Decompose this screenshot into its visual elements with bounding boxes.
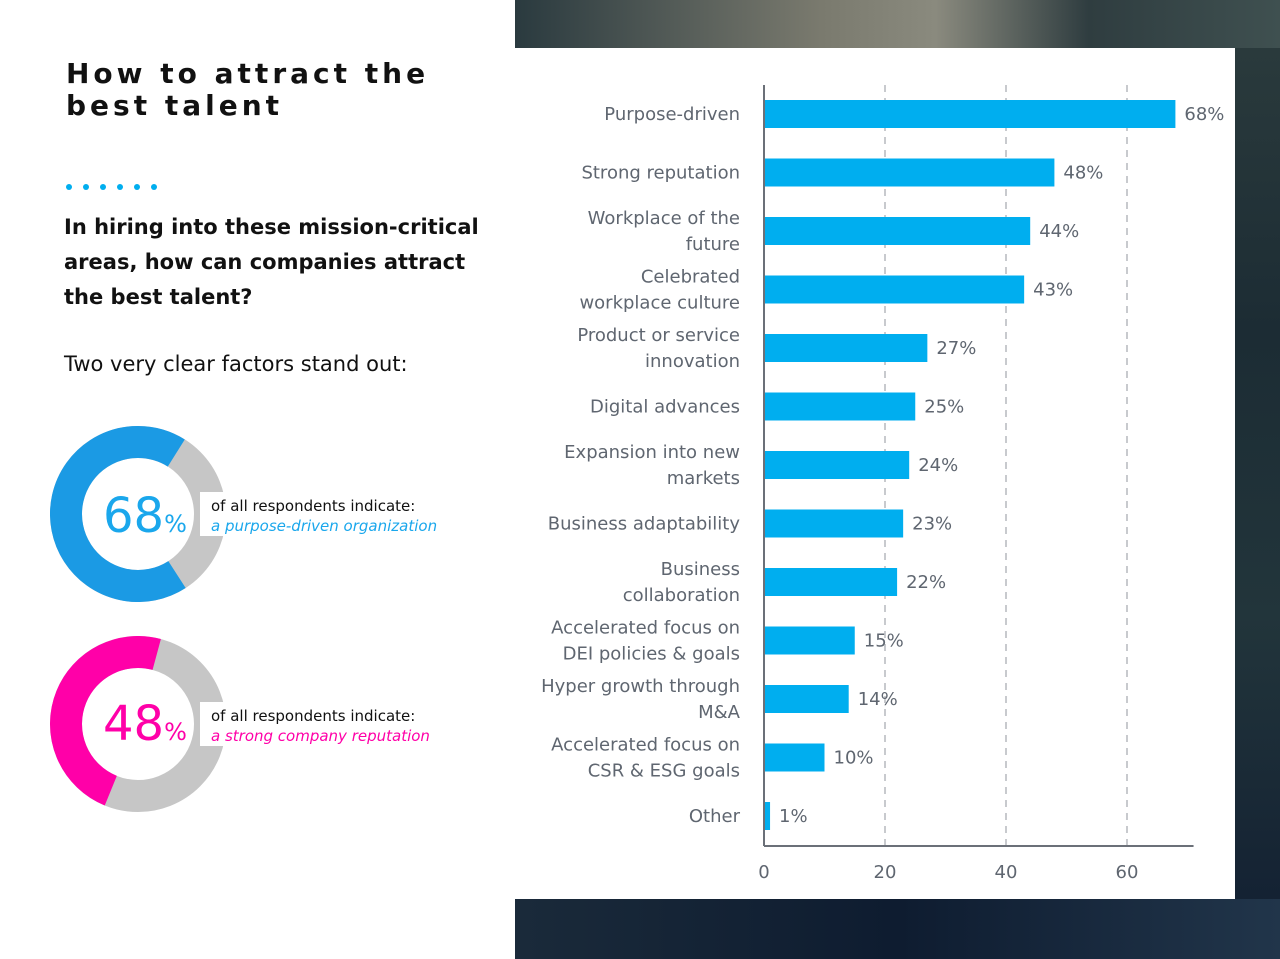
category-label: Celebrated: [641, 267, 740, 288]
bar-value-label: 68%: [1184, 104, 1224, 125]
stat-description-purpose: of all respondents indicate: a purpose-d…: [211, 496, 437, 536]
stat-unit: %: [164, 718, 187, 746]
bar: [764, 217, 1031, 245]
category-label: Hyper growth through: [541, 676, 740, 697]
category-label: M&A: [698, 702, 741, 723]
category-label: Digital advances: [590, 397, 740, 418]
stat-desc-line2: a strong company reputation: [211, 727, 430, 745]
bar-chart: 68% Purpose-driven 48% Strong reputation 44%…: [541, 85, 1224, 883]
category-label: Accelerated focus on: [551, 735, 740, 756]
question-text: In hiring into these mission-critical ar…: [64, 215, 479, 309]
bar: [764, 743, 825, 772]
category-label: Accelerated focus on: [551, 618, 740, 639]
title-line-1: How to attract the: [66, 57, 430, 90]
bar: [764, 158, 1055, 187]
donut-value-arc: [50, 636, 226, 812]
bar: [764, 568, 898, 596]
stat-desc-line2: a purpose-driven organization: [211, 517, 438, 535]
dot: [117, 184, 123, 190]
category-label: Workplace of the: [588, 208, 740, 229]
bar: [764, 100, 1176, 128]
category-label: DEI policies & goals: [563, 644, 740, 665]
bar-value-label: 27%: [936, 338, 976, 359]
bar: [764, 275, 1025, 304]
bar-value-label: 10%: [834, 748, 874, 769]
category-label: collaboration: [623, 585, 740, 606]
dot: [151, 184, 157, 190]
category-label: Expansion into new: [564, 442, 740, 463]
donut-gap: [200, 702, 226, 746]
bar: [764, 802, 771, 830]
category-label: future: [686, 234, 740, 255]
bar: [764, 451, 910, 479]
bar: [764, 685, 849, 713]
stat-number: 48: [103, 696, 165, 752]
bar: [764, 509, 904, 538]
donut-chart-reputation: [50, 636, 226, 812]
x-tick-label: 0: [758, 862, 769, 883]
left-panel: How to attract the best talent In hiring…: [0, 0, 515, 959]
stat-desc-line1: of all respondents indicate:: [211, 497, 416, 515]
donut-svg: [50, 636, 226, 812]
category-label: Business: [661, 559, 740, 580]
category-label: Strong reputation: [581, 163, 740, 184]
photo-strip-bottom: [515, 899, 1280, 959]
stat-value-purpose: 68%: [103, 492, 187, 548]
bar-value-label: 43%: [1033, 280, 1073, 301]
category-label: innovation: [645, 351, 740, 372]
bar: [764, 334, 928, 362]
category-label: CSR & ESG goals: [588, 761, 740, 782]
x-tick-label: 40: [995, 862, 1018, 883]
category-label: Other: [689, 806, 741, 827]
photo-strip-top: [515, 0, 1280, 48]
donut-gap: [200, 492, 226, 536]
donut-value-arc: [50, 426, 226, 602]
photo-strip-right: [1235, 48, 1280, 899]
stat-unit: %: [164, 510, 187, 538]
category-label: Business adaptability: [548, 514, 741, 535]
dot: [66, 184, 72, 190]
donut-svg: [50, 426, 226, 602]
stat-desc-line1: of all respondents indicate:: [211, 707, 416, 725]
bar-value-label: 44%: [1039, 221, 1079, 242]
stat-number: 68: [103, 488, 165, 544]
dot: [83, 184, 89, 190]
category-label: Product or service: [577, 325, 740, 346]
chart-card: 68% Purpose-driven 48% Strong reputation 44%…: [515, 48, 1235, 899]
x-tick-label: 60: [1116, 862, 1139, 883]
bar: [764, 392, 916, 421]
bar-value-label: 22%: [906, 572, 946, 593]
dot: [100, 184, 106, 190]
category-label: markets: [667, 468, 740, 489]
stat-description-reputation: of all respondents indicate: a strong co…: [211, 706, 430, 746]
decorative-dots: [66, 184, 157, 190]
bar-value-label: 1%: [779, 806, 808, 827]
bar-value-label: 23%: [912, 514, 952, 535]
dot: [134, 184, 140, 190]
x-tick-label: 20: [874, 862, 897, 883]
title-line-2: best talent: [66, 89, 284, 122]
bar-value-label: 24%: [918, 455, 958, 476]
bar: [764, 626, 855, 655]
category-label: workplace culture: [579, 293, 740, 314]
bar-value-label: 25%: [924, 397, 964, 418]
bar-value-label: 14%: [858, 689, 898, 710]
bar-value-label: 15%: [864, 631, 904, 652]
page-title: How to attract the best talent: [66, 58, 429, 122]
stat-value-reputation: 48%: [103, 700, 187, 756]
donut-chart-purpose: [50, 426, 226, 602]
factors-intro: Two very clear factors stand out:: [64, 352, 408, 376]
category-label: Purpose-driven: [604, 104, 740, 125]
bar-value-label: 48%: [1063, 163, 1103, 184]
